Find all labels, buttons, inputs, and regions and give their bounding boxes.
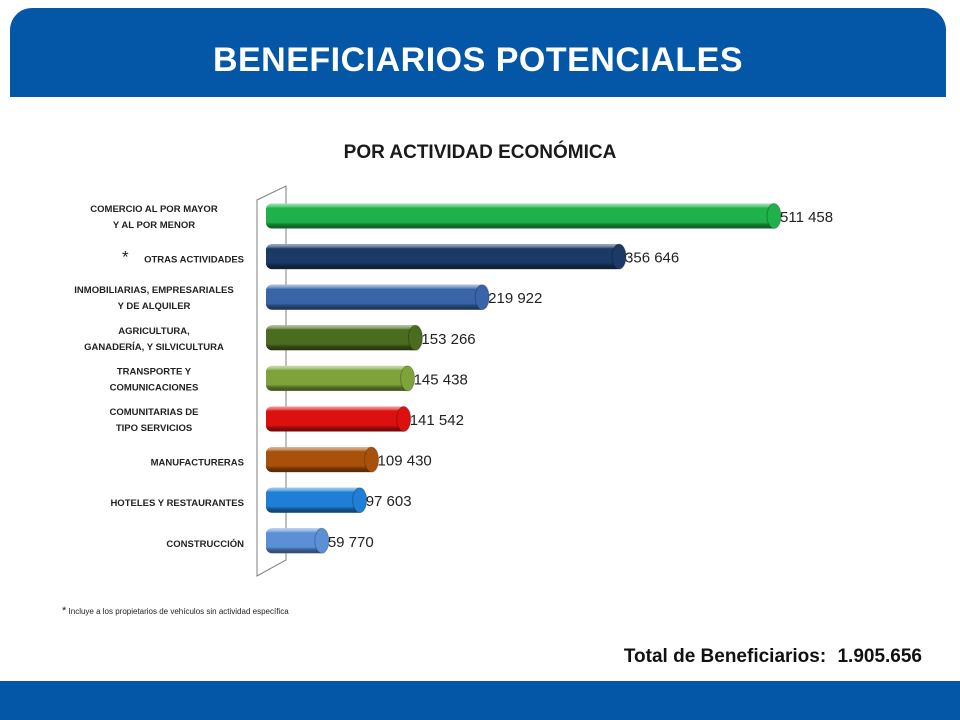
data-label: 59 770 xyxy=(328,534,374,551)
category-label: COMUNITARIAS DE xyxy=(109,407,198,418)
asterisk-mark: * xyxy=(122,248,129,267)
category-label: COMERCIO AL POR MAYOR xyxy=(90,204,218,215)
category-label: Y DE ALQUILER xyxy=(118,301,191,312)
footer-band xyxy=(0,681,960,720)
footnote-text: Incluye a los propietarios de vehículos … xyxy=(68,607,289,616)
data-label: 356 646 xyxy=(625,250,679,267)
bar-end-cap xyxy=(611,243,627,270)
total-label: Total de Beneficiarios: xyxy=(623,646,827,667)
category-label: MANUFACTURERAS xyxy=(151,458,244,469)
category-label: CONSTRUCCIÓN xyxy=(166,538,244,550)
bar-shade xyxy=(266,447,376,473)
bar-shade xyxy=(266,244,624,270)
chart-title: POR ACTIVIDAD ECONÓMICA xyxy=(343,142,617,163)
category-label: HOTELES Y RESTAURANTES xyxy=(110,498,244,509)
bar-shade xyxy=(266,365,412,391)
footnote-mark: * xyxy=(62,605,67,617)
bar-shade xyxy=(266,528,326,554)
data-label: 153 266 xyxy=(421,331,475,348)
header-banner: BENEFICIARIOS POTENCIALES xyxy=(10,8,946,97)
data-label: 141 542 xyxy=(410,412,464,429)
data-label: 109 430 xyxy=(378,453,432,470)
bar-chart: 511 458 COMERCIO AL POR MAYOR Y AL POR MEN… xyxy=(74,185,833,577)
footnote: * Incluye a los propietarios de vehículo… xyxy=(62,605,289,617)
total-beneficiaries: Total de Beneficiarios: 1.905.656 xyxy=(624,646,922,668)
data-label: 219 922 xyxy=(488,290,542,307)
bar-shade xyxy=(266,487,364,513)
data-label: 145 438 xyxy=(414,371,468,388)
bar-shade xyxy=(266,284,487,310)
category-label: AGRICULTURA, xyxy=(118,326,190,337)
bar-end-cap xyxy=(352,487,368,514)
category-label: COMUNICACIONES xyxy=(110,382,199,393)
bar-end-cap xyxy=(364,446,380,473)
category-label: OTRAS ACTIVIDADES xyxy=(144,255,244,266)
bar-shade xyxy=(266,325,420,351)
data-label: 511 458 xyxy=(780,209,833,226)
total-value: 1.905.656 xyxy=(837,646,922,667)
bar-end-cap xyxy=(766,203,782,229)
bar-end-cap xyxy=(400,365,416,392)
bar-end-cap xyxy=(407,324,423,351)
bar-shade xyxy=(266,406,408,432)
bar-shade xyxy=(266,203,778,229)
bar-end-cap xyxy=(314,527,330,554)
page-title: BENEFICIARIOS POTENCIALES xyxy=(212,41,744,79)
data-label: 97 603 xyxy=(366,493,412,510)
category-label: INMOBILIARIAS, EMPRESARIALES xyxy=(74,285,233,296)
category-label: Y AL POR MENOR xyxy=(113,220,195,231)
category-label: TRANSPORTE Y xyxy=(117,366,192,377)
category-label: TIPO SERVICIOS xyxy=(116,423,192,434)
category-label: GANADERÍA, Y SILVICULTURA xyxy=(84,342,224,353)
bar-end-cap xyxy=(396,406,412,432)
bar-end-cap xyxy=(474,284,490,311)
